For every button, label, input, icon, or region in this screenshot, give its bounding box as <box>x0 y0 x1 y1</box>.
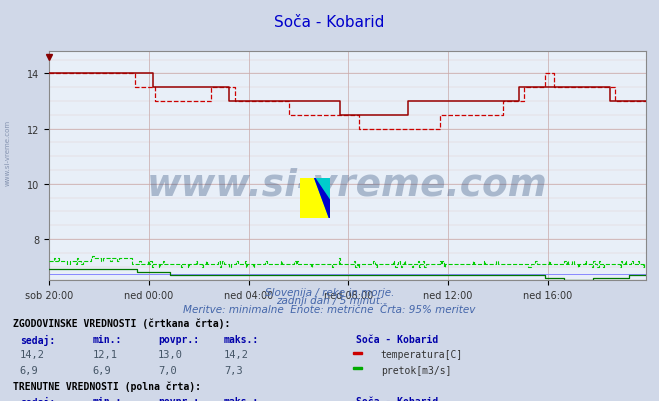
Bar <box>353 367 362 369</box>
Text: sedaj:: sedaj: <box>20 396 55 401</box>
Text: temperatura[C]: temperatura[C] <box>381 349 463 359</box>
Text: Soča - Kobarid: Soča - Kobarid <box>356 334 438 344</box>
Text: maks.:: maks.: <box>224 334 259 344</box>
Text: Slovenija / reke in morje.: Slovenija / reke in morje. <box>265 287 394 297</box>
Text: pretok[m3/s]: pretok[m3/s] <box>381 365 451 375</box>
Text: min.:: min.: <box>92 396 122 401</box>
Text: ZGODOVINSKE VREDNOSTI (črtkana črta):: ZGODOVINSKE VREDNOSTI (črtkana črta): <box>13 317 231 328</box>
Text: zadnji dan / 5 minut.: zadnji dan / 5 minut. <box>276 296 383 306</box>
Text: 6,9: 6,9 <box>92 365 111 375</box>
Bar <box>353 352 362 354</box>
Polygon shape <box>315 178 330 219</box>
Text: www.si-vreme.com: www.si-vreme.com <box>147 167 548 203</box>
Text: 7,3: 7,3 <box>224 365 243 375</box>
Text: 12,1: 12,1 <box>92 349 117 359</box>
Text: 7,0: 7,0 <box>158 365 177 375</box>
Text: 13,0: 13,0 <box>158 349 183 359</box>
Text: Soča - Kobarid: Soča - Kobarid <box>274 14 385 30</box>
Text: maks.:: maks.: <box>224 396 259 401</box>
Text: 14,2: 14,2 <box>20 349 45 359</box>
Text: www.si-vreme.com: www.si-vreme.com <box>5 119 11 185</box>
Text: Soča - Kobarid: Soča - Kobarid <box>356 396 438 401</box>
Text: TRENUTNE VREDNOSTI (polna črta):: TRENUTNE VREDNOSTI (polna črta): <box>13 380 201 391</box>
Polygon shape <box>315 178 330 219</box>
Text: Meritve: minimalne  Enote: metrične  Črta: 95% meritev: Meritve: minimalne Enote: metrične Črta:… <box>183 305 476 314</box>
Text: 14,2: 14,2 <box>224 349 249 359</box>
Text: 6,9: 6,9 <box>20 365 38 375</box>
Text: povpr.:: povpr.: <box>158 334 199 344</box>
Text: sedaj:: sedaj: <box>20 334 55 345</box>
Text: min.:: min.: <box>92 334 122 344</box>
Text: povpr.:: povpr.: <box>158 396 199 401</box>
